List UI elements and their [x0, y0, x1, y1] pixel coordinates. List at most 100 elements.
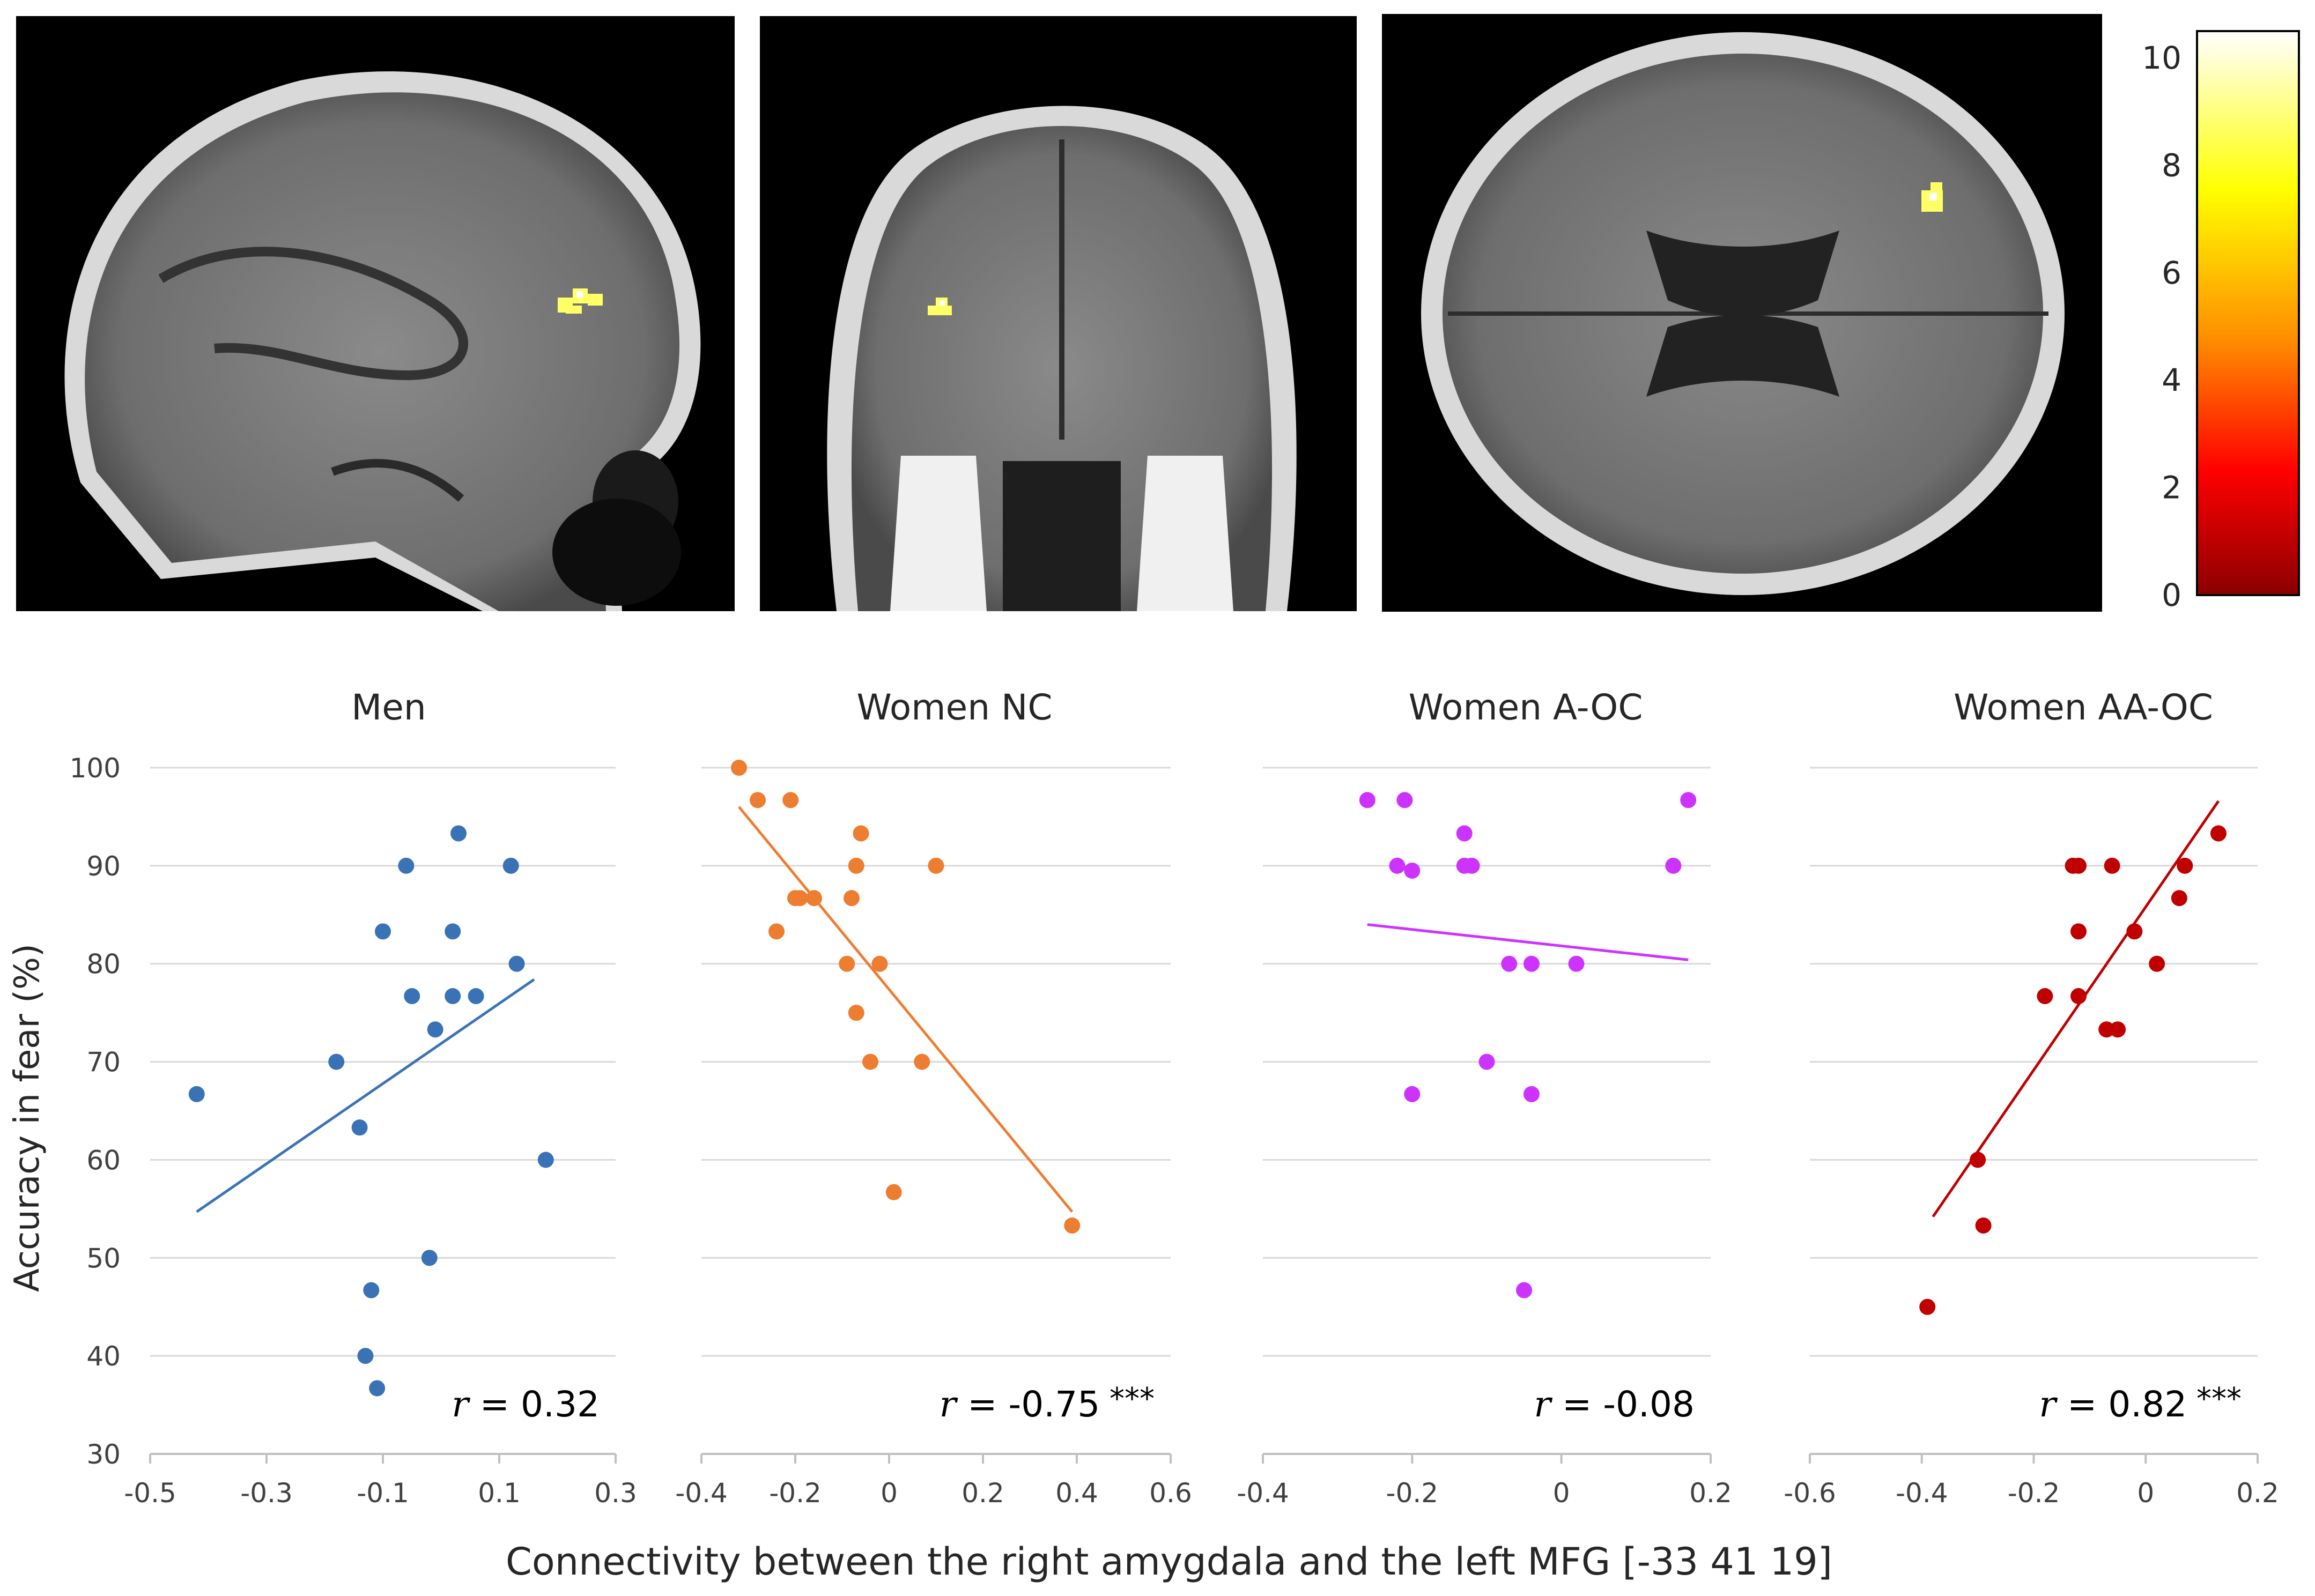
scatter-panel: -0.6 -0.4 -0.2 0 0.2 Women AA-OC r = 0.82 ***	[1784, 687, 2279, 1509]
data-point	[1568, 955, 1585, 972]
data-point	[1516, 1282, 1533, 1298]
data-point	[1478, 1053, 1495, 1070]
x-tick-label: -0.2	[1386, 1478, 1439, 1509]
data-point	[450, 825, 467, 842]
data-point	[1680, 792, 1697, 808]
trend-line	[196, 978, 535, 1213]
data-point	[2098, 1021, 2115, 1038]
data-point	[1404, 863, 1421, 879]
data-point	[885, 1184, 902, 1200]
r-value: = -0.08	[1551, 1384, 1695, 1425]
data-point	[1359, 792, 1375, 808]
data-point	[2149, 955, 2165, 972]
correlation-label: r = 0.82 ***	[2039, 1382, 2242, 1425]
data-point	[351, 1119, 368, 1136]
x-tick-label: 0.2	[1689, 1478, 1732, 1509]
x-tick-label: -0.3	[240, 1478, 293, 1509]
y-tick-label: 80	[86, 949, 121, 980]
colorbar-tick-label: 6	[2162, 255, 2181, 291]
data-point	[1396, 792, 1413, 808]
trend-line	[1367, 923, 1689, 961]
data-point	[1389, 857, 1406, 874]
x-tick-label: -0.4	[1237, 1478, 1289, 1509]
r-symbol: r	[2039, 1384, 2058, 1425]
data-point	[468, 988, 484, 1005]
data-point	[537, 1152, 554, 1168]
data-point	[2177, 857, 2193, 874]
data-point	[848, 1005, 864, 1021]
x-tick-label: 0	[881, 1478, 898, 1509]
data-point	[806, 890, 822, 907]
data-point	[2104, 857, 2120, 874]
x-tick-label: -0.4	[675, 1478, 728, 1509]
x-tick-label: 0.6	[1149, 1478, 1192, 1509]
x-tick-label: 0.1	[478, 1478, 521, 1509]
data-point	[508, 955, 525, 972]
data-point	[2070, 857, 2087, 874]
shared-y-axis-label: Accuracy in fear (%)	[8, 944, 47, 1292]
data-point	[731, 760, 747, 776]
x-tick-label: 0.2	[961, 1478, 1004, 1509]
data-point	[853, 825, 869, 842]
data-point	[928, 857, 944, 874]
y-tick-label: 100	[70, 753, 121, 784]
x-tick-label: -0.2	[769, 1478, 822, 1509]
colorbar-tick-label: 2	[2162, 470, 2181, 506]
x-tick-label: -0.6	[1784, 1478, 1836, 1509]
scatter-panels: -0.5 -0.3 -0.1 0.1 0.3 30 40 50 60 70 80 90 100 Men r …	[70, 687, 2279, 1509]
x-tick-label: -0.4	[1896, 1478, 1948, 1509]
data-point	[750, 792, 766, 808]
data-point	[375, 923, 391, 940]
data-point	[188, 1086, 205, 1102]
data-point	[1404, 1086, 1421, 1102]
data-point	[1975, 1217, 1992, 1234]
correlation-label: r = -0.08	[1534, 1384, 1695, 1425]
data-point	[1501, 955, 1518, 972]
data-point	[768, 923, 785, 940]
correlation-label: r = 0.32	[452, 1384, 600, 1425]
data-point	[839, 955, 855, 972]
data-point	[782, 792, 799, 808]
data-point	[445, 988, 461, 1005]
scatter-panel: -0.4 -0.2 0 0.2 Women A-OC r = -0.08	[1237, 687, 1732, 1509]
r-value: = 0.32	[469, 1384, 600, 1425]
data-point	[1523, 955, 1540, 972]
colorbar-gradient	[2196, 30, 2300, 596]
x-tick-label: 0.2	[2236, 1478, 2279, 1509]
brain-slice-coronal	[760, 16, 1357, 611]
panel-title: Women A-OC	[1409, 687, 1643, 728]
data-point	[328, 1053, 345, 1070]
data-point	[1456, 825, 1473, 842]
trend-line	[1932, 800, 2220, 1218]
panel-title: Men	[351, 687, 426, 728]
x-tick-label: 0.4	[1055, 1478, 1098, 1509]
x-tick-label: 0	[1553, 1478, 1570, 1509]
y-tick-label: 70	[86, 1047, 121, 1078]
data-point	[502, 857, 519, 874]
significance-stars: ***	[1100, 1382, 1155, 1416]
colorbar-tick-label: 0	[2162, 577, 2181, 613]
data-point	[398, 857, 415, 874]
data-point	[848, 857, 864, 874]
colorbar-tick-label: 8	[2162, 147, 2181, 183]
trend-line	[738, 806, 1074, 1213]
data-point	[2037, 988, 2053, 1005]
data-point	[363, 1282, 380, 1298]
colorbar: 0 2 4 6 8 10	[2142, 30, 2300, 613]
data-point	[2070, 988, 2087, 1005]
data-point	[2126, 923, 2143, 940]
data-point	[2210, 825, 2227, 842]
data-point	[445, 923, 461, 940]
colorbar-tick-label: 4	[2162, 362, 2181, 398]
r-symbol: r	[1534, 1384, 1552, 1425]
x-tick-label: -0.1	[357, 1478, 409, 1509]
data-point	[914, 1053, 930, 1070]
y-tick-label: 40	[86, 1341, 121, 1372]
data-point	[1463, 857, 1480, 874]
data-point	[862, 1053, 878, 1070]
x-tick-label: -0.2	[2008, 1478, 2060, 1509]
shared-x-axis-label: Connectivity between the right amygdala …	[506, 1540, 1832, 1584]
data-point	[1970, 1152, 1986, 1168]
scatter-panel: -0.4 -0.2 0 0.2 0.4 0.6 Women NC r = -0.75 ***	[675, 687, 1192, 1509]
